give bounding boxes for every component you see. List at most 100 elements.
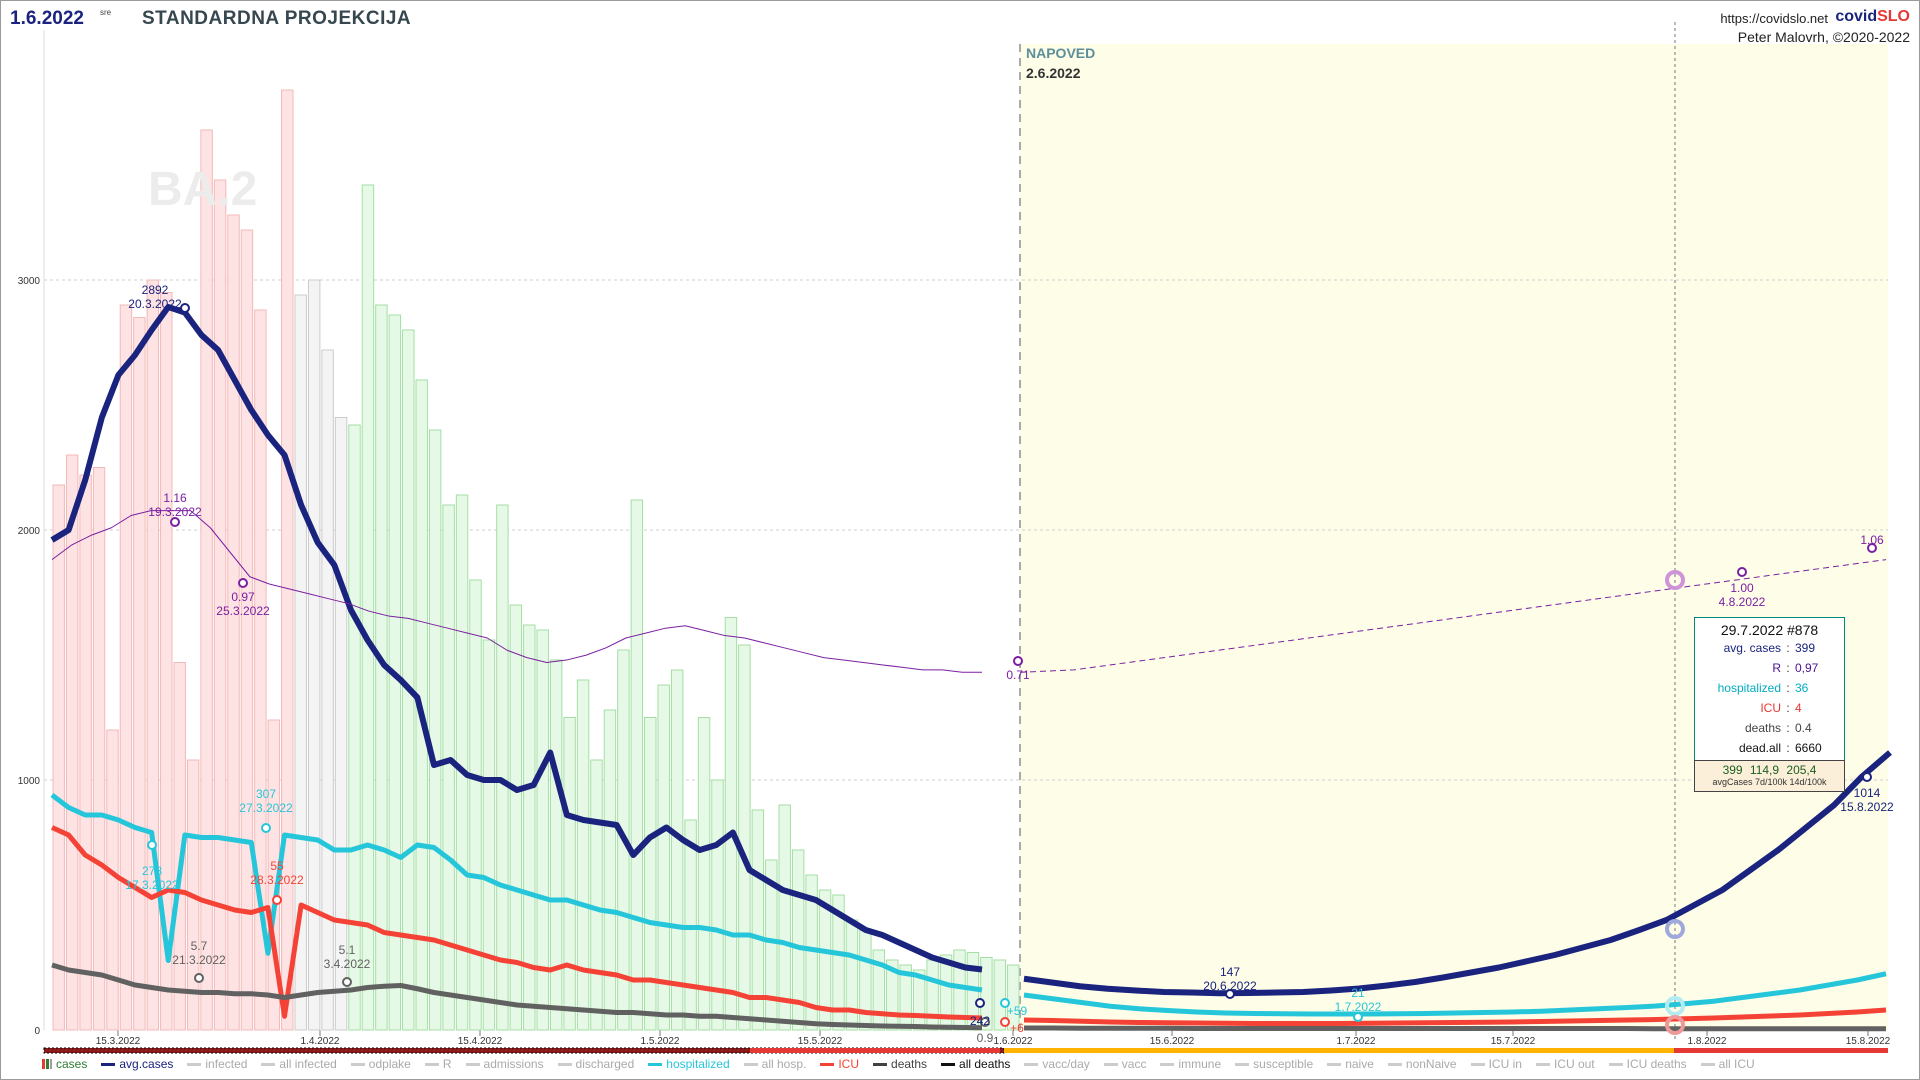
legend-swatch [1024, 1062, 1039, 1066]
legend-item-r[interactable]: R [424, 1055, 452, 1073]
annotation-value: 0.97 [231, 590, 255, 604]
series-forecast-hospitalized [1023, 971, 1887, 1017]
annotation-date: 25.3.2022 [216, 604, 270, 618]
tooltip-row-separator: : [1786, 741, 1790, 755]
tooltip-row: ICU:4 [1695, 698, 1844, 718]
legend-item-cases[interactable]: cases [42, 1055, 87, 1073]
annotation-marker [170, 517, 180, 527]
cases-bar [294, 294, 307, 1031]
cases-bar [899, 964, 912, 1031]
legend-item-all-hosp-[interactable]: all hosp. [743, 1055, 806, 1073]
cases-bar [334, 417, 348, 1031]
annotation-value: 242 [970, 1014, 990, 1028]
legend-item-deaths[interactable]: deaths [873, 1055, 927, 1073]
tooltip-row-value: 36 [1795, 681, 1809, 695]
annotation-value: 55 [270, 859, 284, 873]
series-forecast-avg.cases [1023, 750, 1892, 997]
legend-swatch [557, 1062, 572, 1066]
legend-item-susceptible[interactable]: susceptible [1235, 1055, 1313, 1073]
annotation-marker [272, 895, 282, 905]
cases-bar [697, 717, 711, 1031]
cases-bar [496, 504, 509, 1031]
x-tick-label: 1.5.2022 [641, 1036, 680, 1047]
annotation-date: 28.3.2022 [250, 873, 304, 887]
legend-item-odplake[interactable]: odplake [350, 1055, 411, 1073]
y-tick-label: 1000 [18, 776, 41, 787]
legend-swatch [648, 1062, 663, 1066]
legend-item-discharged[interactable]: discharged [557, 1055, 634, 1073]
x-band-forecast [1004, 1048, 1674, 1053]
legend-swatch [1327, 1062, 1342, 1066]
legend-item-all-infected[interactable]: all infected [261, 1055, 337, 1073]
header-date-weekday: sre [100, 8, 112, 17]
legend-item-hospitalized[interactable]: hospitalized [648, 1055, 730, 1073]
cases-bar [348, 424, 361, 1031]
annotation-value: 5.7 [191, 939, 208, 953]
cases-bar [563, 717, 576, 1031]
legend-label: immune [1178, 1057, 1222, 1071]
legend-item-admissions[interactable]: admissions [465, 1055, 544, 1073]
cases-bar [213, 179, 227, 1031]
legend-item-naive[interactable]: naive [1327, 1055, 1374, 1073]
cases-bar [818, 889, 832, 1031]
annotation-marker [180, 303, 190, 313]
legend-item-vacc[interactable]: vacc [1103, 1055, 1146, 1073]
cases-bar [939, 954, 953, 1031]
page-title: STANDARDNA PROJEKCIJA [142, 8, 412, 29]
legend-label: cases [56, 1057, 88, 1071]
annotation-date: 27.3.2022 [239, 801, 293, 815]
tooltip-row-label: deaths [1744, 721, 1781, 735]
cases-bar [549, 659, 563, 1031]
tooltip-row-separator: : [1786, 641, 1790, 655]
legend-item-all-icu[interactable]: all ICU [1700, 1055, 1755, 1073]
tooltip-row: deaths:0.4 [1695, 718, 1844, 738]
legend-item-nonnaive[interactable]: nonNaive [1387, 1055, 1457, 1073]
legend-label: nonNaive [1405, 1057, 1457, 1071]
annotation-value: 0.71 [1006, 668, 1030, 682]
annotation-value: 0.9 [977, 1031, 994, 1045]
legend-item-all-deaths[interactable]: all deaths [941, 1055, 1010, 1073]
cases-bar [536, 629, 549, 1031]
legend-item-icu-deaths[interactable]: ICU deaths [1608, 1055, 1687, 1073]
tooltip-row-label: ICU [1760, 701, 1781, 715]
header-date: 1.6.2022 [10, 8, 84, 29]
legend-label: deaths [891, 1057, 928, 1071]
tooltip-row-separator: : [1786, 721, 1790, 735]
cases-bar [482, 639, 496, 1031]
legend-item-infected[interactable]: infected [187, 1055, 247, 1073]
cases-bar [361, 184, 375, 1031]
legend-label: all infected [279, 1057, 337, 1071]
legend-swatch [261, 1062, 276, 1066]
legend-item-icu-out[interactable]: ICU out [1535, 1055, 1595, 1073]
tooltip-row-separator: : [1786, 661, 1790, 675]
x-tick-label: 15.3.2022 [96, 1036, 141, 1047]
legend-item-icu-in[interactable]: ICU in [1470, 1055, 1522, 1073]
brand-logo[interactable]: covidSLO [1835, 8, 1910, 26]
cases-bar [79, 474, 92, 1031]
cases-bar [832, 894, 845, 1031]
cases-bar [509, 604, 523, 1031]
annotation-marker [1353, 1012, 1363, 1022]
legend-label: all ICU [1718, 1057, 1755, 1071]
legend-item-vacc-day[interactable]: vacc/day [1024, 1055, 1090, 1073]
x-tick-label: 1.8.2022 [1688, 1036, 1727, 1047]
cases-bar [778, 804, 791, 1031]
cursor-ring [1665, 919, 1685, 939]
legend-item-icu[interactable]: ICU [820, 1055, 859, 1073]
annotation-date: 19.3.2022 [148, 505, 202, 519]
site-url-link[interactable]: https://covidslo.net [1720, 11, 1828, 26]
annotation-value: 1.06 [1860, 533, 1884, 547]
legend-item-avg-cases[interactable]: avg.cases [101, 1055, 173, 1073]
legend-swatch [1235, 1062, 1250, 1066]
legend-label: infected [205, 1057, 248, 1071]
series-forecast-deaths [1024, 1025, 1886, 1032]
annotation-date: 17.3.2022 [125, 878, 179, 892]
tooltip-row-label: dead.all [1738, 741, 1781, 755]
cases-bar [92, 467, 106, 1031]
annotation-date: 4.8.2022 [1719, 595, 1766, 609]
legend-item-immune[interactable]: immune [1160, 1055, 1221, 1073]
y-tick-label: 0 [34, 1026, 40, 1037]
x-tick-label: 15.8.2022 [1846, 1036, 1891, 1047]
cases-bar [738, 644, 751, 1031]
